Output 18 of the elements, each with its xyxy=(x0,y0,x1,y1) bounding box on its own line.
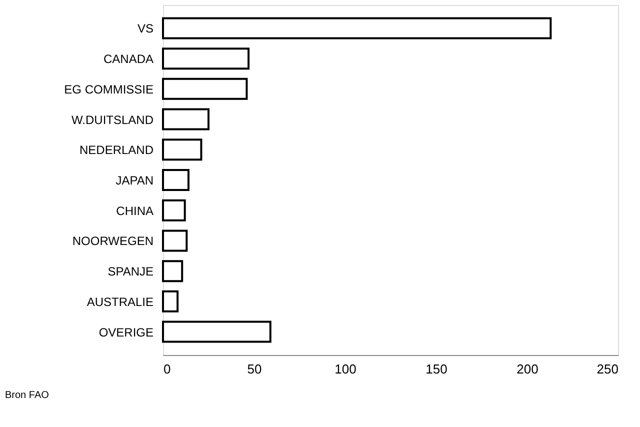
y-tick-label: NOORWEGEN xyxy=(72,234,154,248)
y-tick-label: CANADA xyxy=(103,52,154,66)
y-tick-label: EG COMMISSIE xyxy=(64,82,154,96)
x-tick-label: 200 xyxy=(516,362,538,376)
x-tick-label: 0 xyxy=(164,362,171,376)
x-tick-label: 150 xyxy=(426,362,448,376)
x-tick-label: 250 xyxy=(596,362,618,376)
y-tick-label: NEDERLAND xyxy=(79,143,154,158)
y-tick-label: VS xyxy=(137,22,154,36)
y-tick-label: OVERIGE xyxy=(98,325,154,340)
y-tick-label: CHINA xyxy=(116,204,154,218)
y-tick-label: SPANJE xyxy=(108,264,154,279)
y-tick-label: AUSTRALIE xyxy=(86,294,154,309)
x-tick-label: 50 xyxy=(247,362,262,376)
y-tick-label: JAPAN xyxy=(116,174,154,188)
x-tick-label: 100 xyxy=(334,362,356,376)
y-tick-label: W.DUITSLAND xyxy=(71,112,154,127)
text: Bron FAO xyxy=(5,390,50,401)
